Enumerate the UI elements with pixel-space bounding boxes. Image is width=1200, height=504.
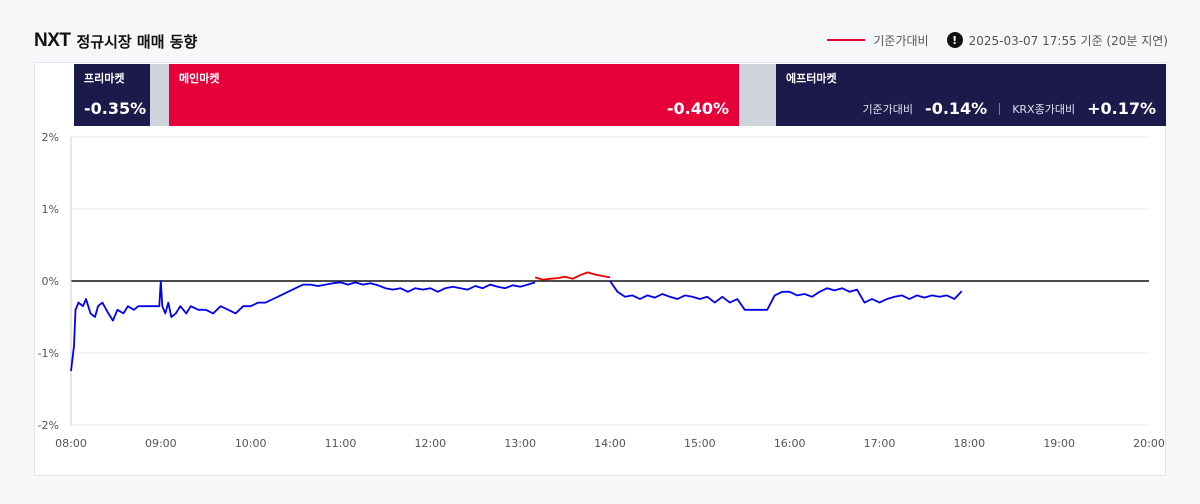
y-tick-label: 1% xyxy=(42,203,59,216)
mainmarket-label: 메인마켓 xyxy=(179,72,220,85)
x-tick-label: 13:00 xyxy=(504,437,536,450)
session-gap xyxy=(739,64,776,126)
y-tick-label: 2% xyxy=(42,131,59,144)
series-pre-main-line xyxy=(70,280,536,372)
x-tick-label: 17:00 xyxy=(864,437,896,450)
session-gap xyxy=(150,64,169,126)
premarket-value: -0.35% xyxy=(84,99,147,118)
x-tick-label: 10:00 xyxy=(235,437,267,450)
y-tick-label: 0% xyxy=(42,275,59,288)
premarket-label: 프리마켓 xyxy=(84,72,125,85)
aftermarket-values: 기준가대비 -0.14% KRX종가대비 +0.17% xyxy=(862,99,1156,118)
series-main-up-line xyxy=(534,271,611,281)
chart-panel xyxy=(34,62,1166,476)
nxt-logo: NXT xyxy=(34,30,71,51)
after-base-value: -0.14% xyxy=(925,99,988,118)
mainmarket-value: -0.40% xyxy=(666,99,729,118)
x-tick-label: 19:00 xyxy=(1043,437,1075,450)
x-tick-label: 16:00 xyxy=(774,437,806,450)
x-tick-label: 15:00 xyxy=(684,437,716,450)
x-tick-label: 14:00 xyxy=(594,437,626,450)
x-tick-label: 11:00 xyxy=(325,437,357,450)
x-tick-label: 09:00 xyxy=(145,437,177,450)
y-tick-label: -1% xyxy=(38,347,59,360)
y-tick-label: -2% xyxy=(38,419,59,432)
premarket-block: 프리마켓 -0.35% xyxy=(74,64,150,126)
x-tick-label: 08:00 xyxy=(55,437,87,450)
mainmarket-block: 메인마켓 -0.40% xyxy=(169,64,739,126)
info-icon[interactable]: ! xyxy=(946,32,963,48)
x-tick-label: 18:00 xyxy=(953,437,985,450)
after-base-label: 기준가대비 xyxy=(862,102,914,116)
legend-label: 기준가대비 xyxy=(873,33,929,48)
chart-header: NXT 정규시장 매매 동향 xyxy=(34,28,197,54)
page-title: 정규시장 매매 동향 xyxy=(76,32,198,51)
timestamp: 2025-03-07 17:55 기준 (20분 지연) xyxy=(968,33,1168,48)
after-krx-label: KRX종가대비 xyxy=(1012,102,1076,116)
series-main-after-line xyxy=(609,280,963,311)
aftermarket-block: 에프터마켓 기준가대비 -0.14% KRX종가대비 +0.17% xyxy=(776,64,1166,126)
aftermarket-label: 에프터마켓 xyxy=(786,72,837,85)
x-tick-label: 20:00 xyxy=(1133,437,1165,450)
after-krx-value: +0.17% xyxy=(1087,99,1156,118)
divider xyxy=(999,102,1001,115)
legend-line-swatch xyxy=(827,39,866,41)
x-tick-label: 12:00 xyxy=(414,437,446,450)
legend: 기준가대비 ! 2025-03-07 17:55 기준 (20분 지연) xyxy=(827,30,1168,50)
